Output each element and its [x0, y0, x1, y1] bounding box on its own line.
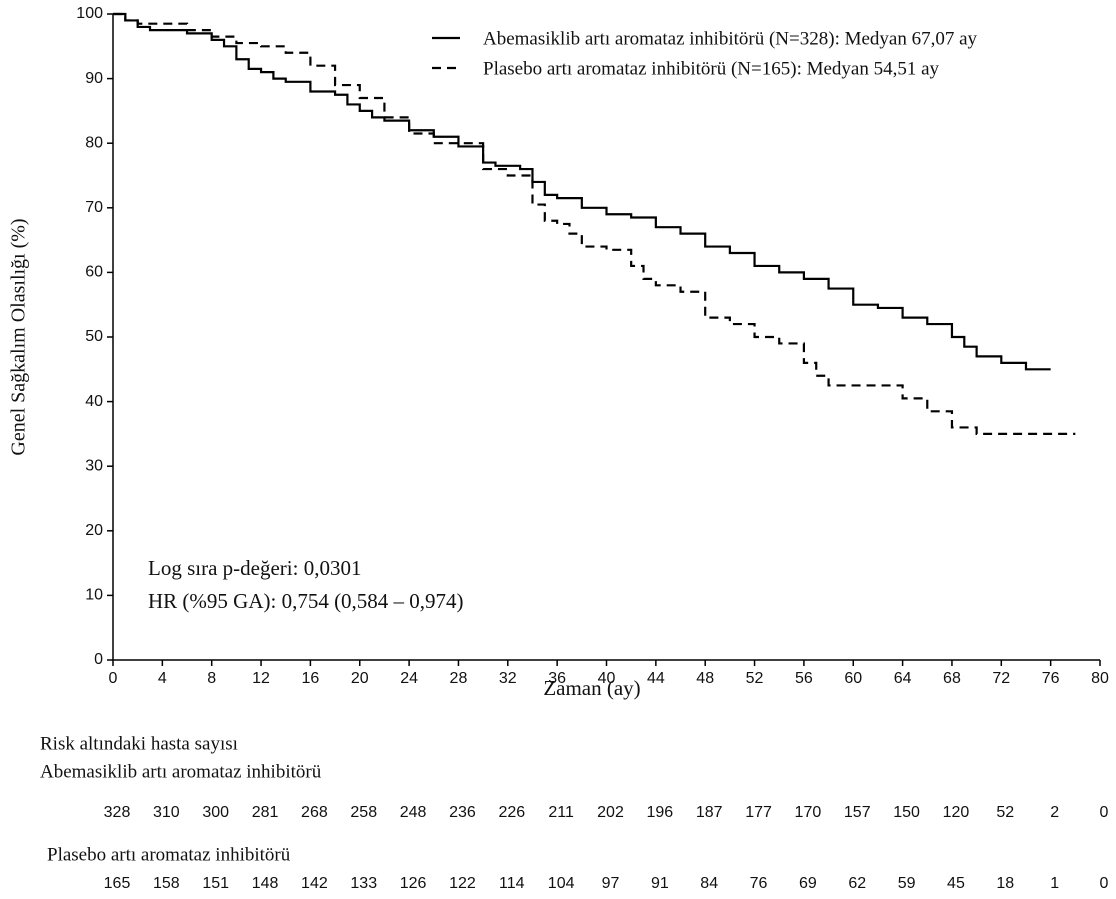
risk-count: 69 — [799, 875, 817, 892]
y-tick-label: 70 — [85, 199, 103, 216]
x-tick-label: 80 — [1091, 670, 1109, 687]
x-tick-label: 40 — [598, 670, 616, 687]
x-tick-label: 72 — [992, 670, 1010, 687]
risk-count: 258 — [350, 804, 377, 821]
risk-count: 196 — [646, 804, 673, 821]
legend-label: Plasebo artı aromataz inhibitörü (N=165)… — [483, 58, 940, 79]
y-tick-label: 50 — [85, 328, 103, 345]
risk-count: 45 — [947, 875, 965, 892]
x-tick-label: 16 — [302, 670, 320, 687]
survival-curve — [113, 12, 1051, 371]
x-tick-label: 8 — [207, 670, 216, 687]
risk-count: 104 — [548, 875, 575, 892]
y-tick-label: 80 — [85, 134, 103, 151]
risk-count: 120 — [943, 804, 970, 821]
x-tick-label: 0 — [109, 670, 118, 687]
y-tick-label: 100 — [76, 5, 103, 22]
risk-count: 177 — [745, 804, 772, 821]
annotation: HR (%95 GA): 0,754 (0,584 – 0,974) — [148, 589, 464, 613]
risk-count: 0 — [1100, 804, 1109, 821]
risk-count: 133 — [350, 875, 377, 892]
risk-count: 122 — [449, 875, 476, 892]
risk-count: 2 — [1050, 804, 1059, 821]
x-tick-label: 12 — [252, 670, 270, 687]
x-tick-label: 36 — [548, 670, 566, 687]
annotation: Log sıra p-değeri: 0,0301 — [148, 556, 361, 580]
risk-row-name: Plasebo artı aromataz inhibitörü — [47, 844, 291, 865]
risk-count: 126 — [400, 875, 427, 892]
y-tick-label: 60 — [85, 264, 103, 281]
risk-count: 310 — [153, 804, 180, 821]
risk-count: 170 — [795, 804, 822, 821]
legend-label: Abemasiklib artı aromataz inhibitörü (N=… — [483, 28, 978, 49]
x-tick-label: 48 — [696, 670, 714, 687]
risk-count: 114 — [499, 875, 525, 892]
risk-count: 1 — [1050, 875, 1059, 892]
x-tick-label: 68 — [943, 670, 961, 687]
risk-count: 52 — [996, 804, 1014, 821]
risk-count: 18 — [996, 875, 1014, 892]
y-tick-label: 10 — [85, 587, 103, 604]
x-tick-label: 64 — [894, 670, 912, 687]
risk-count: 91 — [651, 875, 669, 892]
y-tick-label: 40 — [85, 393, 103, 410]
risk-count: 248 — [400, 804, 427, 821]
risk-count: 151 — [202, 875, 229, 892]
risk-table-title: Risk altındaki hasta sayısı — [40, 733, 238, 754]
x-tick-label: 52 — [746, 670, 764, 687]
x-tick-label: 24 — [400, 670, 418, 687]
x-tick-label: 4 — [158, 670, 167, 687]
risk-count: 157 — [844, 804, 871, 821]
x-tick-label: 44 — [647, 670, 665, 687]
y-tick-label: 20 — [85, 522, 103, 539]
risk-count: 158 — [153, 875, 180, 892]
x-axis-label: Zaman (ay) — [543, 676, 640, 700]
risk-count: 328 — [104, 804, 131, 821]
y-tick-label: 0 — [94, 651, 103, 668]
risk-count: 150 — [893, 804, 920, 821]
risk-count: 76 — [750, 875, 768, 892]
x-tick-label: 76 — [1042, 670, 1060, 687]
risk-count: 211 — [548, 804, 574, 821]
risk-count: 281 — [252, 804, 279, 821]
x-tick-label: 60 — [844, 670, 862, 687]
risk-count: 97 — [602, 875, 620, 892]
risk-count: 187 — [696, 804, 723, 821]
risk-count: 148 — [252, 875, 279, 892]
risk-row-name: Abemasiklib artı aromataz inhibitörü — [40, 761, 322, 782]
risk-count: 59 — [898, 875, 916, 892]
x-tick-label: 56 — [795, 670, 813, 687]
risk-count: 0 — [1100, 875, 1109, 892]
x-tick-label: 28 — [450, 670, 468, 687]
x-tick-label: 32 — [499, 670, 517, 687]
risk-count: 236 — [449, 804, 476, 821]
risk-count: 62 — [848, 875, 866, 892]
risk-count: 268 — [301, 804, 328, 821]
risk-count: 84 — [700, 875, 718, 892]
risk-count: 226 — [498, 804, 525, 821]
y-tick-label: 90 — [85, 70, 103, 87]
risk-count: 202 — [597, 804, 624, 821]
risk-count: 165 — [104, 875, 131, 892]
risk-count: 142 — [301, 875, 328, 892]
x-tick-label: 20 — [351, 670, 369, 687]
survival-curve — [113, 12, 1076, 435]
risk-count: 300 — [202, 804, 229, 821]
y-axis-label: Genel Sağkalım Olasılığı (%) — [8, 218, 30, 455]
y-tick-label: 30 — [85, 457, 103, 474]
